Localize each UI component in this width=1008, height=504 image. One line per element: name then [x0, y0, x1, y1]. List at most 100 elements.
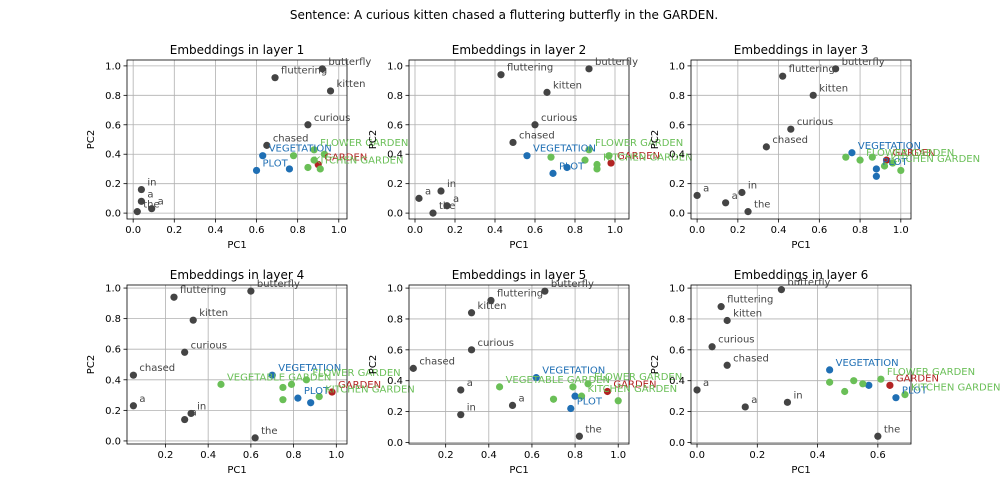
data-point [708, 343, 716, 351]
data-point [841, 387, 849, 396]
x-tick-label: 1.0 [328, 450, 344, 461]
x-tick-label: 0.4 [200, 450, 216, 461]
data-point [865, 381, 873, 389]
data-point [429, 209, 437, 217]
point-label: the [261, 426, 277, 437]
data-point [783, 398, 792, 406]
data-point [532, 374, 540, 382]
point-label: chased [273, 133, 309, 144]
subplot-title: Embeddings in layer 2 [452, 43, 586, 57]
data-point [593, 165, 601, 173]
data-point [762, 143, 770, 151]
point-label: VEGETATION [858, 141, 921, 152]
point-label: GARDEN [896, 373, 939, 384]
point-label: a [158, 197, 164, 208]
x-tick-label: 1.0 [610, 450, 626, 461]
point-label: FLOWER GARDEN [595, 138, 683, 149]
x-tick-label: 1.0 [893, 225, 909, 236]
point-label: kitten [733, 309, 762, 320]
point-label: kitten [199, 308, 228, 319]
point-label: VEGETATION [533, 144, 596, 155]
subplot-layer-2: Embeddings in layer 2 0.0 0.2 0.4 0.6 0.8 1.0 0… [368, 43, 693, 251]
data-point [779, 72, 787, 80]
data-point [809, 91, 817, 99]
data-point [508, 401, 517, 410]
data-point [880, 162, 889, 170]
x-axis-label: PC1 [509, 465, 528, 476]
data-point [541, 287, 549, 295]
subplot-layer-5: Embeddings in layer 5 0.2 0.4 0.6 0.8 1.0 0.0 0… [368, 268, 682, 476]
data-point [723, 316, 731, 325]
data-point [577, 392, 586, 400]
y-tick-label: 0.4 [387, 376, 403, 387]
x-tick-label: 0.4 [481, 450, 497, 461]
point-label: fluttering [789, 64, 835, 75]
y-tick-label: 0.0 [669, 438, 685, 449]
data-point [872, 165, 880, 173]
data-point [268, 371, 276, 379]
data-point [882, 156, 891, 164]
point-label: curious [478, 338, 514, 349]
data-point [328, 388, 336, 396]
point-label: a [147, 189, 153, 200]
data-point [848, 149, 856, 157]
data-point [693, 386, 701, 394]
data-point [744, 208, 752, 216]
data-point [457, 386, 465, 394]
subplot-layer-1: Embeddings in layer 1 0.0 0.2 0.4 0.6 0.8 1.0 0… [86, 43, 408, 251]
x-tick-label: 0.0 [689, 225, 705, 236]
point-label: butterfly [257, 279, 300, 290]
data-point [310, 146, 318, 154]
data-point [856, 156, 864, 164]
point-label: the [754, 200, 770, 211]
point-label: a [139, 394, 145, 405]
point-label: KITCHEN GARDEN [911, 383, 1001, 394]
subplot-layer-4: Embeddings in layer 4 0.2 0.4 0.6 0.8 1.0 0.0 0… [86, 268, 415, 476]
y-tick-label: 0.4 [669, 150, 685, 161]
data-point [850, 377, 858, 385]
x-tick-label: 0.6 [870, 450, 886, 461]
point-label: the [143, 200, 159, 211]
subplot-title: Embeddings in layer 1 [170, 43, 304, 57]
x-tick-label: 0.2 [166, 225, 182, 236]
data-point [129, 371, 138, 379]
point-label: the [884, 424, 900, 435]
data-point [563, 163, 571, 172]
point-label: VEGETATION [269, 144, 332, 155]
point-label: a [751, 395, 757, 406]
data-point [467, 346, 476, 354]
data-point [901, 391, 909, 399]
point-label: PLOT [882, 157, 908, 168]
y-tick-label: 0.4 [105, 375, 121, 386]
y-tick-label: 1.0 [669, 61, 685, 72]
data-point [569, 383, 577, 391]
x-tick-label: 0.6 [811, 225, 827, 236]
x-axis-label: PC1 [227, 465, 246, 476]
data-point [285, 165, 294, 173]
y-tick-label: 1.0 [387, 61, 403, 72]
point-label: GARDEN [324, 153, 367, 164]
data-point [897, 166, 905, 175]
subplot-title: Embeddings in layer 3 [734, 43, 868, 57]
data-point [487, 296, 495, 305]
x-tick-label: 0.6 [243, 450, 259, 461]
y-tick-label: 0.2 [669, 407, 685, 418]
axes-frame [408, 59, 630, 220]
y-tick-label: 0.8 [105, 314, 121, 325]
point-label: a [703, 378, 709, 389]
data-point [603, 387, 612, 396]
subplot-layer-6: Embeddings in layer 6 0.0 0.2 0.4 0.6 0.0 0.2 0… [650, 268, 1001, 476]
data-point [316, 165, 324, 173]
data-point [437, 187, 445, 195]
data-point [251, 434, 259, 442]
data-point [320, 150, 328, 158]
y-tick-label: 0.2 [387, 179, 403, 190]
data-point [318, 65, 326, 73]
data-point [741, 403, 749, 411]
y-tick-label: 0.0 [105, 436, 121, 447]
x-tick-label: 0.8 [286, 450, 302, 461]
point-label: FLOWER GARDEN [594, 372, 682, 383]
x-tick-label: 0.4 [810, 450, 826, 461]
y-tick-label: 0.8 [387, 91, 403, 102]
data-point [252, 166, 261, 175]
